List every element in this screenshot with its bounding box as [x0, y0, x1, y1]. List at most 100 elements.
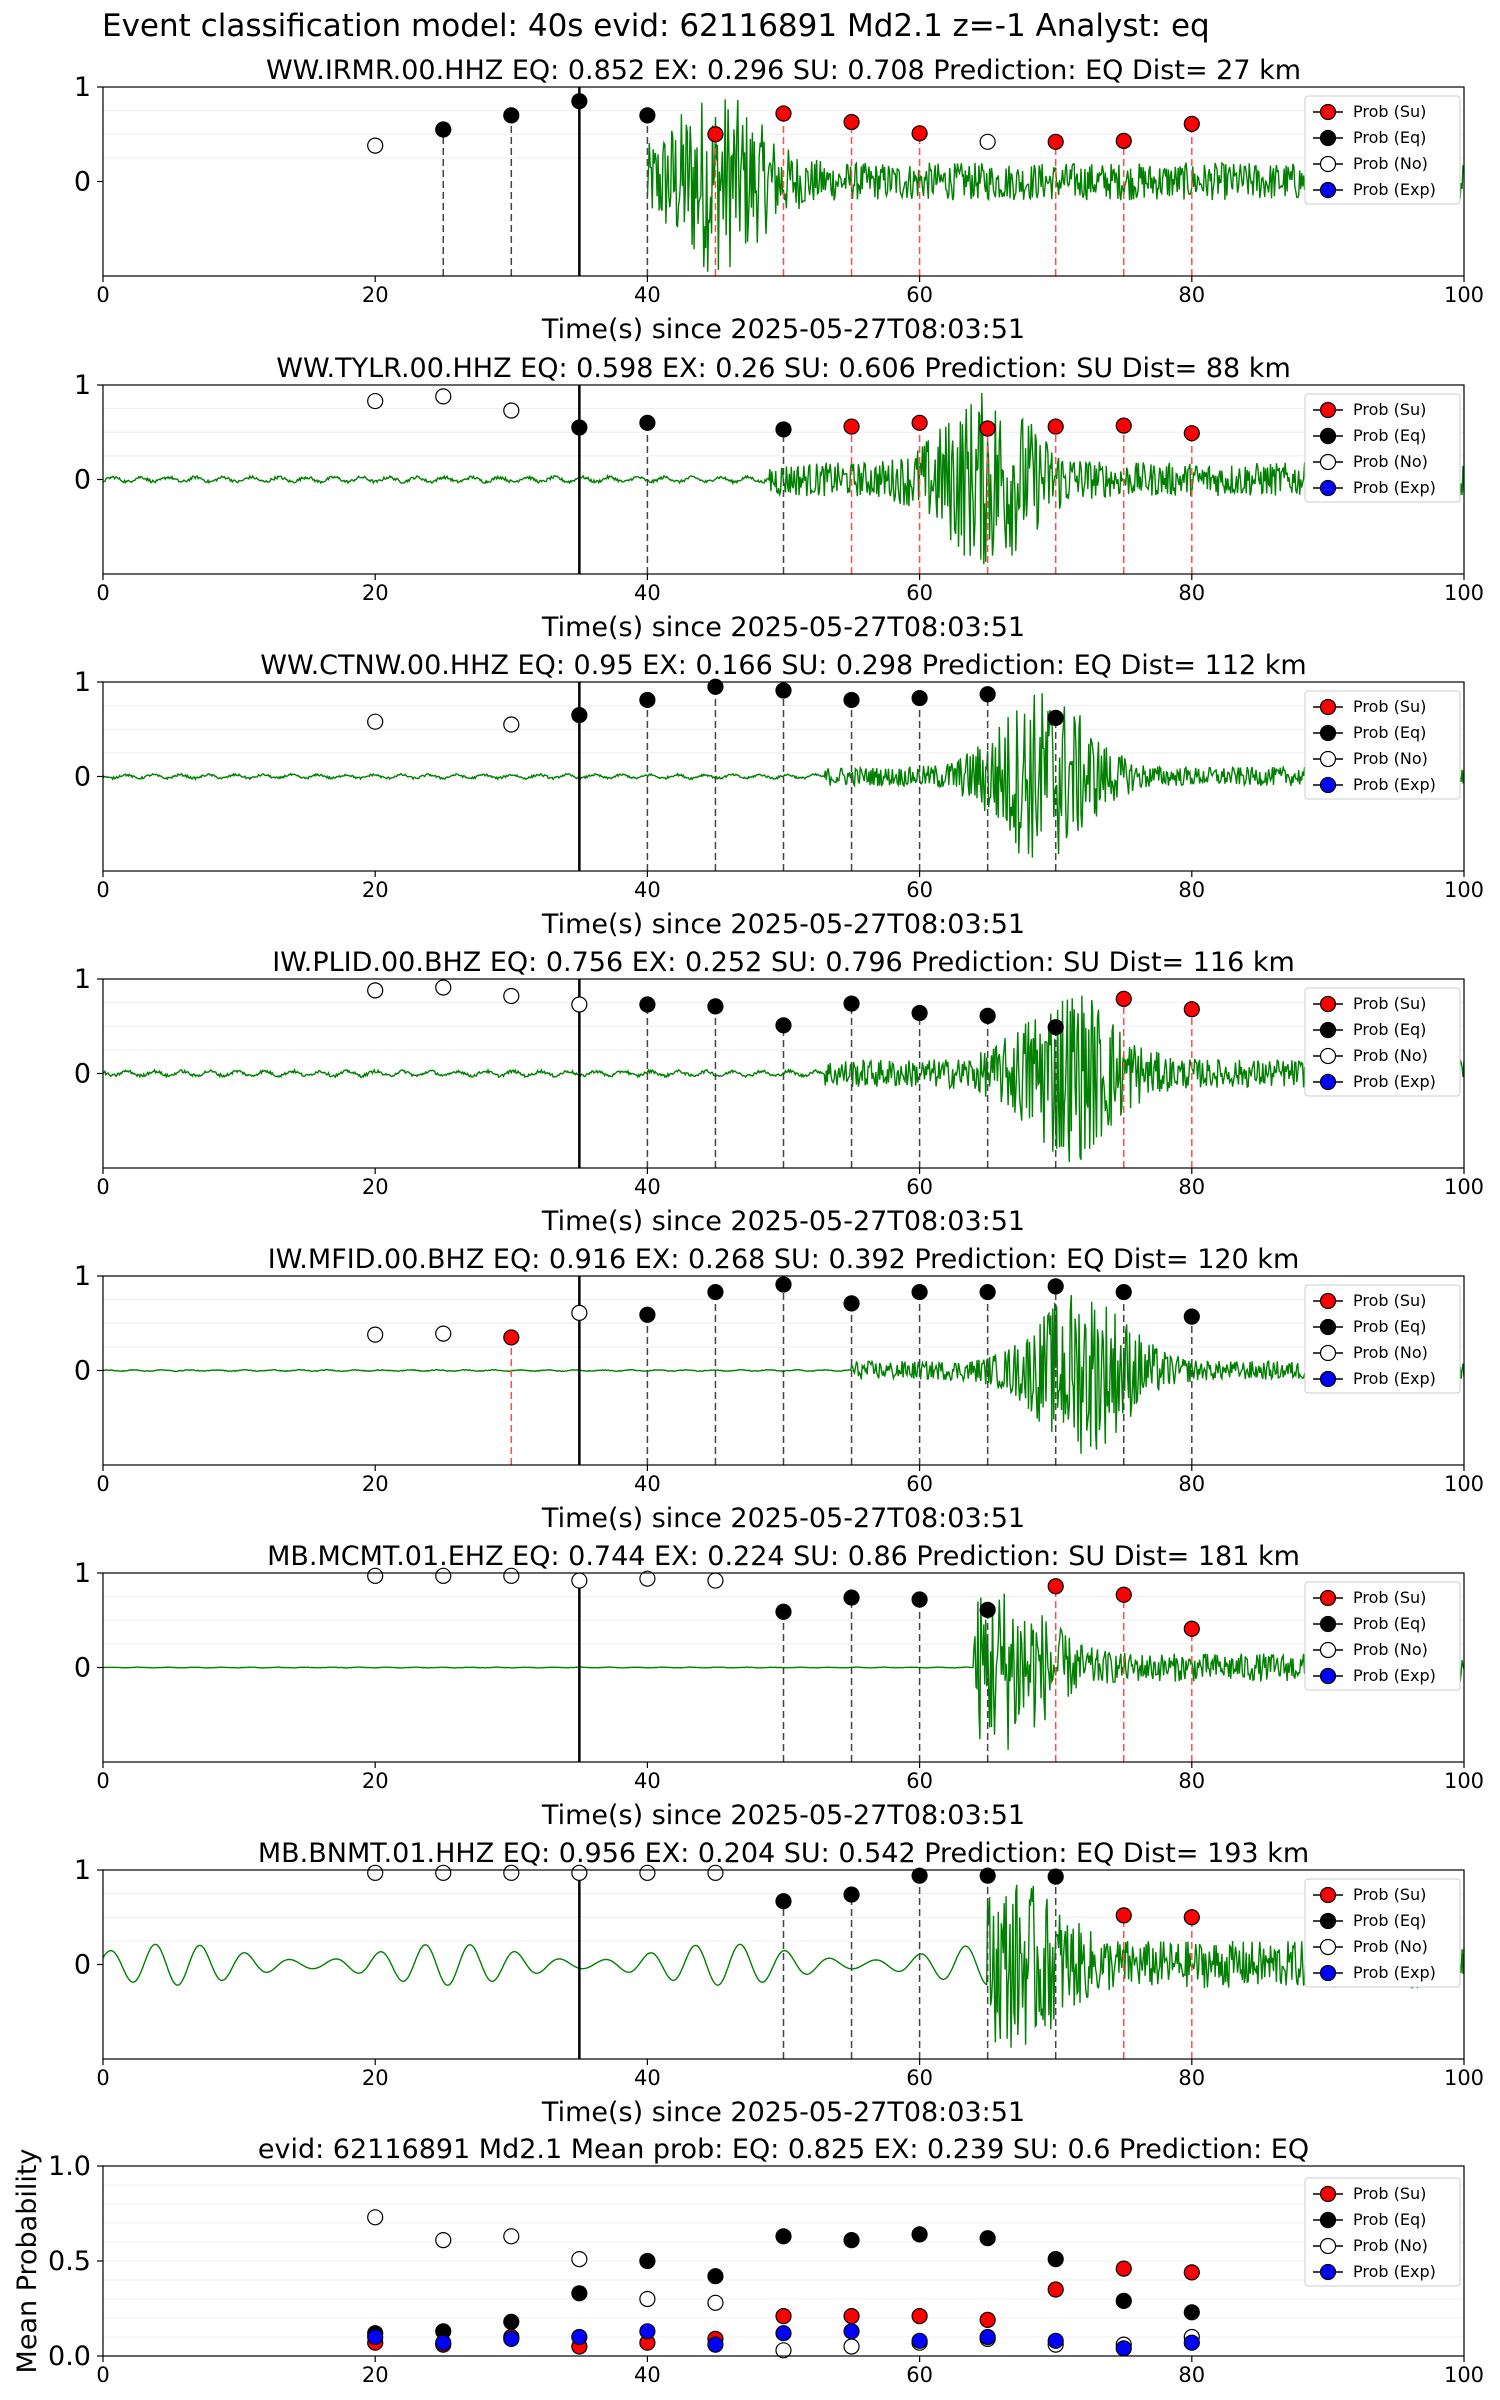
mean-point-exp-3: [503, 2330, 520, 2347]
y-tick-label: 0: [74, 167, 91, 198]
mean-point-su-7: [775, 2308, 792, 2325]
legend-box: [1304, 393, 1461, 503]
mean-point-no-2: [435, 2232, 452, 2249]
prob-point-12: [1115, 1283, 1132, 1301]
legend-label-no: Prob (No): [1353, 2236, 1428, 2255]
x-tick-label: 40: [634, 2363, 661, 2387]
y-tick-label: 1: [74, 964, 91, 995]
x-tick-label: 80: [1178, 283, 1205, 307]
legend-label-eq: Prob (Eq): [1353, 1317, 1426, 1336]
panel-xlabel: Time(s) since 2025-05-27T08:03:51: [541, 1206, 1025, 1237]
legend-label-su: Prob (Su): [1353, 400, 1426, 419]
mean-point-su-9: [911, 2308, 928, 2325]
y-tick-label: 0: [74, 1059, 91, 1090]
figure-suptitle: Event classification model: 40s evid: 62…: [102, 8, 1210, 44]
legend-box: [1304, 1878, 1461, 1988]
legend-label-eq: Prob (Eq): [1353, 2210, 1426, 2229]
legend-label-su: Prob (Su): [1353, 2184, 1426, 2203]
legend-label-no: Prob (No): [1353, 1640, 1428, 1659]
x-tick-label: 0: [96, 1175, 109, 1199]
x-tick-label: 20: [362, 581, 389, 605]
legend-marker-exp: [1319, 1964, 1337, 1982]
legend-marker-su: [1319, 2185, 1337, 2203]
x-tick-label: 100: [1444, 1175, 1484, 1199]
panel-title: evid: 62116891 Md2.1 Mean prob: EQ: 0.82…: [258, 2134, 1309, 2165]
prob-point-12: [1115, 132, 1132, 149]
prob-point-8: [843, 1886, 860, 1903]
legend-marker-eq: [1319, 2211, 1337, 2229]
panel-xlabel: Time(s) since 2025-05-27T08:03:51: [541, 1503, 1025, 1534]
legend-marker-eq: [1319, 427, 1337, 445]
legend-marker-exp: [1319, 1370, 1337, 1388]
mean-point-eq-7: [775, 2228, 792, 2245]
legend-box: [1304, 95, 1461, 205]
prob-point-4: [571, 1864, 588, 1881]
prob-point-3: [503, 107, 520, 124]
panel-title: WW.CTNW.00.HHZ EQ: 0.95 EX: 0.166 SU: 0.…: [260, 650, 1306, 681]
legend-label-no: Prob (No): [1353, 1937, 1428, 1956]
prob-point-9: [911, 1867, 928, 1884]
prob-point-4: [571, 419, 588, 436]
prob-point-10: [979, 133, 996, 150]
legend-box: [1304, 2177, 1461, 2287]
legend-marker-no: [1319, 2237, 1337, 2255]
x-tick-label: 40: [634, 2066, 661, 2090]
legend-marker-no: [1319, 155, 1337, 173]
prob-point-13: [1183, 1620, 1200, 1637]
prob-point-3: [503, 1329, 520, 1346]
prob-point-1: [367, 1864, 384, 1881]
mean-point-eq-13: [1183, 2304, 1200, 2321]
legend-marker-no: [1319, 1641, 1337, 1659]
prob-point-7: [843, 418, 860, 435]
prob-point-7: [775, 105, 792, 122]
legend-marker-su: [1319, 1589, 1337, 1607]
mean-point-eq-9: [911, 2226, 928, 2243]
x-tick-label: 100: [1444, 2066, 1484, 2090]
prob-point-1: [367, 392, 384, 410]
prob-point-13: [1183, 1308, 1200, 1325]
legend-label-no: Prob (No): [1353, 452, 1428, 471]
legend-marker-su: [1319, 103, 1337, 121]
legend-label-exp: Prob (Exp): [1353, 180, 1436, 199]
prob-point-13: [1183, 1909, 1200, 1926]
legend-box: [1304, 1581, 1461, 1691]
prob-point-9: [911, 125, 928, 142]
x-tick-label: 0: [96, 2363, 109, 2387]
mean-point-exp-4: [571, 2328, 588, 2346]
legend-marker-su: [1319, 401, 1337, 419]
legend-marker-exp: [1319, 776, 1337, 794]
prob-point-2: [435, 388, 452, 405]
mean-point-su-13: [1183, 2264, 1200, 2281]
x-tick-label: 80: [1178, 581, 1205, 605]
x-tick-label: 0: [96, 1472, 109, 1496]
panel-title: MB.BNMT.01.HHZ EQ: 0.956 EX: 0.204 SU: 0…: [258, 1838, 1309, 1869]
y-tick-label: 0: [74, 1653, 91, 1684]
x-tick-label: 20: [362, 1472, 389, 1496]
prob-point-7: [775, 1017, 792, 1034]
x-tick-label: 80: [1178, 1769, 1205, 1793]
prob-point-4: [571, 1572, 588, 1589]
prob-point-10: [979, 1601, 996, 1618]
prob-point-11: [1047, 133, 1064, 150]
legend-marker-no: [1319, 750, 1337, 768]
legend-box: [1304, 690, 1461, 800]
mean-probability-panel: 0.0 0.5 1.0 0 20 40 60 80 100 evid: 62116891 Md2.…: [12, 2134, 1484, 2387]
x-tick-label: 20: [362, 1175, 389, 1199]
prob-point-4: [571, 996, 588, 1013]
legend-label-eq: Prob (Eq): [1353, 1614, 1426, 1633]
prob-point-10: [979, 1283, 996, 1301]
legend-marker-su: [1319, 1886, 1337, 1904]
y-tick-label: 1: [74, 667, 91, 698]
prob-point-12: [1115, 1907, 1132, 1924]
mean-point-eq-6: [707, 2268, 724, 2285]
mean-point-no-6: [707, 2294, 724, 2311]
x-tick-label: 0: [96, 2066, 109, 2090]
prob-point-1: [367, 713, 384, 730]
legend-label-su: Prob (Su): [1353, 102, 1426, 121]
panel-title: WW.IRMR.00.HHZ EQ: 0.852 EX: 0.296 SU: 0…: [266, 55, 1301, 86]
mean-point-exp-10: [979, 2328, 996, 2346]
